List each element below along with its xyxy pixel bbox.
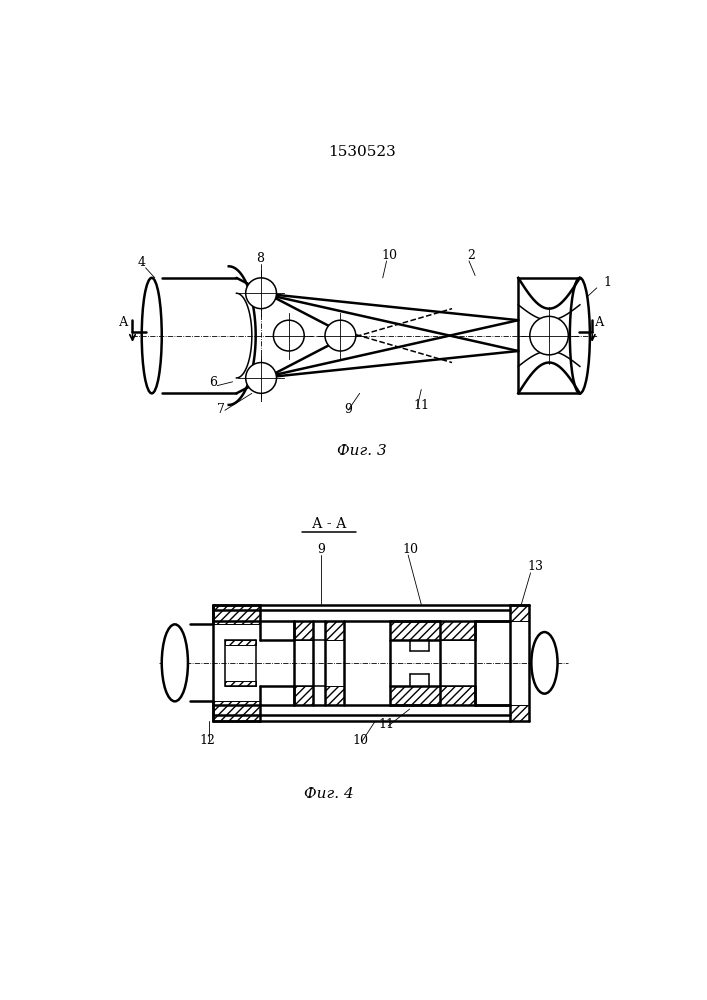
Ellipse shape bbox=[570, 278, 590, 393]
Text: Фиг. 3: Фиг. 3 bbox=[337, 444, 387, 458]
Text: 9: 9 bbox=[317, 543, 325, 556]
Text: А: А bbox=[119, 316, 128, 329]
Ellipse shape bbox=[162, 624, 188, 701]
Text: 11: 11 bbox=[414, 399, 430, 412]
Ellipse shape bbox=[141, 278, 162, 393]
Text: Фиг. 4: Фиг. 4 bbox=[304, 787, 354, 801]
Text: 13: 13 bbox=[527, 560, 544, 573]
Text: 1: 1 bbox=[603, 276, 611, 289]
Text: А - А: А - А bbox=[312, 517, 346, 531]
Ellipse shape bbox=[532, 632, 558, 694]
Bar bbox=[440, 620, 475, 640]
Bar bbox=[214, 605, 259, 624]
Text: 8: 8 bbox=[256, 252, 264, 265]
Text: 6: 6 bbox=[209, 376, 218, 389]
Text: 2: 2 bbox=[467, 249, 475, 262]
Text: 4: 4 bbox=[138, 256, 146, 269]
Bar bbox=[510, 605, 529, 620]
Text: 12: 12 bbox=[199, 734, 216, 747]
Bar bbox=[214, 701, 259, 721]
Bar bbox=[390, 620, 440, 640]
Text: А: А bbox=[595, 316, 604, 329]
Text: 1530523: 1530523 bbox=[328, 145, 396, 159]
Bar bbox=[225, 640, 256, 645]
Circle shape bbox=[325, 320, 356, 351]
Text: 9: 9 bbox=[344, 403, 352, 416]
Bar bbox=[510, 705, 529, 721]
Text: 11: 11 bbox=[379, 718, 395, 731]
Circle shape bbox=[274, 320, 304, 351]
Text: 10: 10 bbox=[381, 249, 397, 262]
Bar bbox=[294, 620, 313, 640]
Text: 10: 10 bbox=[402, 543, 418, 556]
Bar bbox=[325, 686, 344, 705]
Circle shape bbox=[246, 278, 276, 309]
Text: 10: 10 bbox=[352, 734, 368, 747]
Text: 7: 7 bbox=[217, 403, 225, 416]
Bar bbox=[294, 686, 313, 705]
Circle shape bbox=[246, 363, 276, 393]
Bar bbox=[440, 686, 475, 705]
Bar bbox=[325, 620, 344, 640]
Circle shape bbox=[530, 316, 568, 355]
Bar bbox=[225, 681, 256, 686]
Bar bbox=[390, 686, 440, 705]
